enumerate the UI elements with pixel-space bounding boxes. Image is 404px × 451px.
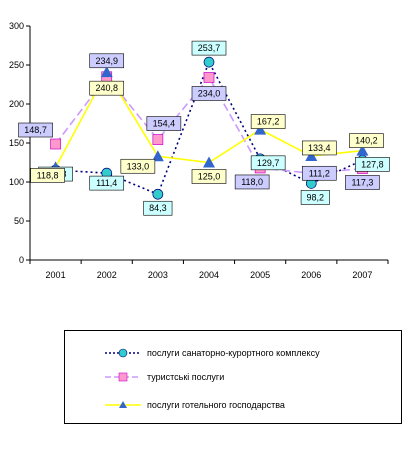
data-label-box: [301, 140, 337, 156]
data-label: 127,8: [361, 159, 384, 169]
y-tick-label: 50: [14, 216, 24, 226]
data-label-box: [143, 200, 173, 216]
data-label: 98,2: [307, 192, 325, 202]
y-tick-label: 0: [19, 255, 24, 265]
data-point-triangle: [305, 149, 318, 161]
data-label: 118,8: [37, 170, 59, 180]
legend-symbol-circle: [105, 348, 141, 358]
y-tick-label: 300: [9, 21, 24, 31]
data-label-box: [349, 133, 384, 148]
x-tick-label: 2006: [301, 270, 321, 280]
data-label: 240,8: [95, 83, 118, 93]
data-label-box: [120, 158, 156, 174]
data-point-circle: [152, 188, 164, 200]
legend-item-sanatorium: послуги санаторно-курортного комплексу: [103, 345, 320, 361]
data-label-box: [89, 175, 125, 191]
x-tick-label: 2007: [352, 270, 372, 280]
data-label: 111,2: [309, 168, 330, 178]
data-label-box: [30, 168, 65, 183]
data-point-triangle: [356, 144, 369, 156]
data-label-box: [89, 53, 125, 69]
x-tick-label: 2005: [250, 270, 270, 280]
data-point-square: [203, 72, 215, 83]
legend-symbol-square: [105, 372, 141, 382]
data-label: 111,4: [96, 178, 117, 188]
data-label-box: [191, 40, 227, 56]
legend-symbol-triangle: [105, 401, 141, 408]
x-tick-label: 2003: [148, 270, 168, 280]
data-label: 125,0: [198, 172, 221, 182]
data-label: 140,2: [355, 136, 378, 146]
data-label: 117,3: [351, 178, 373, 188]
data-label: 154,4: [153, 119, 176, 129]
y-tick-label: 150: [9, 138, 24, 148]
x-tick-label: 2004: [199, 270, 219, 280]
line-chart: 0 50 100 150 200 250 300 2001 2002 2003 2004 2005 20…: [9, 21, 390, 280]
data-label: 129,7: [257, 158, 280, 168]
legend-label-tourism: туристські послуги: [147, 372, 225, 382]
data-label-box: [191, 86, 227, 101]
data-label: 234,9: [95, 56, 118, 66]
data-point-triangle: [100, 66, 113, 78]
chart-axes: 0 50 100 150 200 250 300 2001 2002 2003 2004 2005 20…: [9, 21, 389, 280]
x-tick-label: 2002: [97, 270, 117, 280]
data-labels: 115,3111,484,3253,7129,798,2127,8148,723…: [18, 40, 390, 216]
data-label-box: [234, 174, 270, 190]
legend-label-hotel: послуги готельного господарства: [147, 400, 285, 410]
data-label: 133,0: [127, 161, 150, 171]
data-point-triangle: [203, 156, 215, 168]
data-label: 253,7: [198, 43, 221, 53]
x-tick-label: 2001: [46, 270, 66, 280]
data-point-square: [50, 138, 61, 150]
y-tick-label: 200: [9, 99, 24, 109]
data-label: 234,0: [198, 88, 221, 98]
data-label-box: [250, 114, 286, 129]
data-point-square: [152, 134, 164, 145]
legend-item-hotel: послуги готельного господарства: [103, 397, 285, 413]
data-label: 84,3: [149, 203, 167, 213]
data-point-triangle: [151, 150, 164, 162]
data-label: 133,4: [308, 143, 331, 153]
data-point-circle: [203, 56, 215, 68]
legend: послуги санаторно-курортного комплексу т…: [64, 330, 402, 424]
data-label: 118,0: [241, 177, 263, 187]
data-label-box: [191, 169, 227, 184]
data-label-box: [345, 175, 380, 190]
data-label-box: [301, 165, 337, 181]
data-label: 167,2: [257, 117, 280, 127]
data-label-box: [300, 190, 330, 205]
data-label-box: [355, 157, 390, 172]
legend-item-tourism: туристські послуги: [103, 369, 224, 385]
y-tick-label: 250: [9, 60, 24, 70]
data-point-triangle: [254, 123, 267, 135]
data-label-box: [250, 155, 286, 171]
data-label: 148,7: [24, 125, 47, 135]
data-label-box: [146, 116, 182, 131]
data-label-box: [18, 122, 53, 138]
y-tick-label: 100: [9, 177, 24, 187]
data-label-box: [89, 80, 125, 96]
legend-label-sanatorium: послуги санаторно-курортного комплексу: [147, 348, 320, 358]
